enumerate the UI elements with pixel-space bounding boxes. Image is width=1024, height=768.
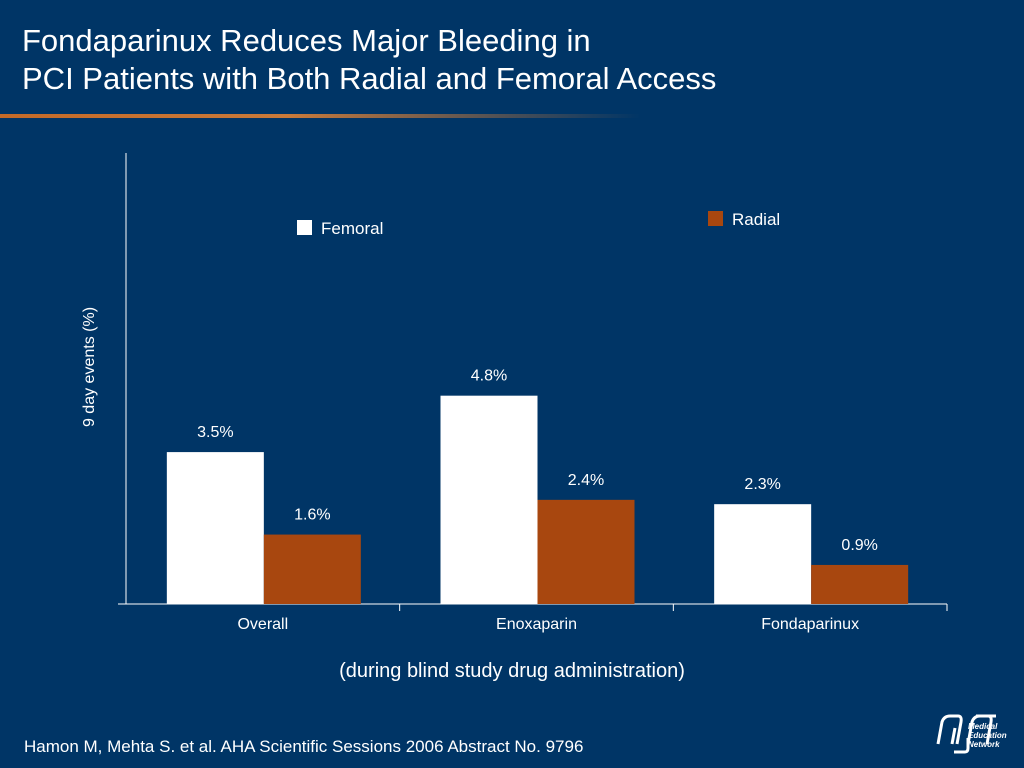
bar-femoral-overall: [166, 452, 264, 604]
logo-text: Medical Education Network: [968, 722, 1007, 749]
mcn-logo-icon: [936, 714, 996, 754]
x-tick-label-enoxaparin: Enoxaparin: [496, 616, 577, 633]
logo-text-line-1: Medical: [968, 722, 998, 731]
data-label-radial-enoxaparin: 2.4%: [568, 472, 604, 489]
title-underline: [0, 114, 640, 118]
data-label-femoral-overall: 3.5%: [197, 424, 233, 441]
bar-radial-overall: [263, 534, 361, 604]
bar-radial-enoxaparin: [537, 499, 635, 604]
legend-swatch-femoral: [297, 220, 312, 235]
legend-label-femoral: Femoral: [321, 219, 383, 238]
slide-title: Fondaparinux Reduces Major Bleeding in P…: [22, 22, 716, 98]
title-line-2: PCI Patients with Both Radial and Femora…: [22, 61, 717, 96]
bar-femoral-fondaparinux: [714, 504, 812, 604]
legend-swatch-radial: [708, 211, 723, 226]
data-label-femoral-fondaparinux: 2.3%: [744, 476, 780, 493]
y-axis-label: 9 day events (%): [81, 307, 98, 427]
x-tick-label-overall: Overall: [237, 616, 288, 633]
bar-radial-fondaparinux: [811, 564, 909, 604]
bar-femoral-enoxaparin: [440, 395, 538, 604]
citation: Hamon M, Mehta S. et al. AHA Scientific …: [24, 737, 584, 756]
x-tick-label-fondaparinux: Fondaparinux: [761, 616, 859, 633]
data-label-femoral-enoxaparin: 4.8%: [471, 368, 507, 385]
bar-chart: 3.5% 1.6% Overall 4.8% 2.4% Enoxaparin 2.3% 0.9…: [81, 153, 948, 633]
logo-text-line-3: Network: [968, 740, 1000, 749]
data-label-radial-overall: 1.6%: [294, 507, 330, 524]
title-line-1: Fondaparinux Reduces Major Bleeding in: [22, 23, 591, 58]
chart-footnote: (during blind study drug administration): [339, 660, 685, 682]
logo-text-line-2: Education: [968, 731, 1007, 740]
data-label-radial-fondaparinux: 0.9%: [841, 537, 877, 554]
legend-label-radial: Radial: [732, 210, 780, 229]
